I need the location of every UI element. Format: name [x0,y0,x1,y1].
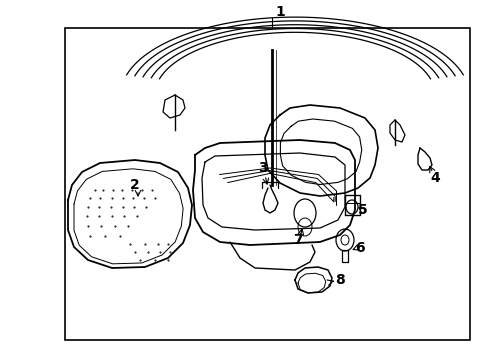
Text: 7: 7 [293,233,302,247]
Text: 8: 8 [334,273,344,287]
Text: 1: 1 [275,5,285,19]
Bar [65,28,469,340]
Text: 2: 2 [130,178,140,192]
Text: 3: 3 [258,161,267,175]
Text: 6: 6 [354,241,364,255]
Text: 4: 4 [429,171,439,185]
Text: 5: 5 [357,203,367,217]
